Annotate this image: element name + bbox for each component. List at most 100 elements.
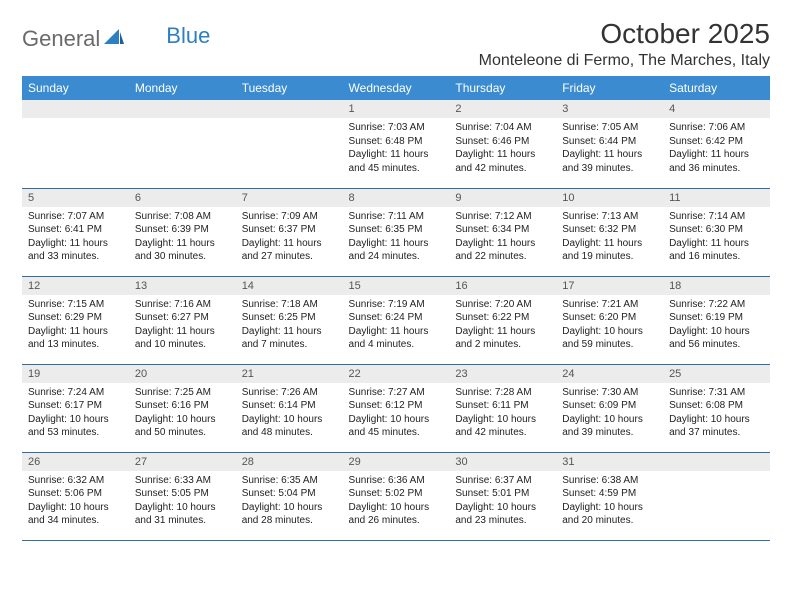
sunrise-line: Sunrise: 7:18 AM xyxy=(242,298,337,312)
day-number: 10 xyxy=(556,189,663,207)
day-details: Sunrise: 7:05 AMSunset: 6:44 PMDaylight:… xyxy=(556,118,663,179)
day-details: Sunrise: 7:03 AMSunset: 6:48 PMDaylight:… xyxy=(343,118,450,179)
daylight-line: Daylight: 10 hours and 45 minutes. xyxy=(349,413,444,440)
weekday-header: Wednesday xyxy=(343,76,450,100)
calendar-head: SundayMondayTuesdayWednesdayThursdayFrid… xyxy=(22,76,770,100)
sunrise-line: Sunrise: 7:05 AM xyxy=(562,121,657,135)
weekday-header: Friday xyxy=(556,76,663,100)
calendar-cell: 27Sunrise: 6:33 AMSunset: 5:05 PMDayligh… xyxy=(129,452,236,540)
calendar-cell: 13Sunrise: 7:16 AMSunset: 6:27 PMDayligh… xyxy=(129,276,236,364)
sunrise-line: Sunrise: 7:04 AM xyxy=(455,121,550,135)
day-number: 3 xyxy=(556,100,663,118)
calendar-cell: 14Sunrise: 7:18 AMSunset: 6:25 PMDayligh… xyxy=(236,276,343,364)
sunrise-line: Sunrise: 7:31 AM xyxy=(669,386,764,400)
sunrise-line: Sunrise: 6:32 AM xyxy=(28,474,123,488)
day-details: Sunrise: 6:38 AMSunset: 4:59 PMDaylight:… xyxy=(556,471,663,532)
day-details: Sunrise: 7:12 AMSunset: 6:34 PMDaylight:… xyxy=(449,207,556,268)
daylight-line: Daylight: 11 hours and 30 minutes. xyxy=(135,237,230,264)
sunset-line: Sunset: 5:05 PM xyxy=(135,487,230,501)
daylight-line: Daylight: 10 hours and 28 minutes. xyxy=(242,501,337,528)
day-details: Sunrise: 6:35 AMSunset: 5:04 PMDaylight:… xyxy=(236,471,343,532)
sunset-line: Sunset: 6:12 PM xyxy=(349,399,444,413)
sunset-line: Sunset: 6:39 PM xyxy=(135,223,230,237)
day-details: Sunrise: 6:37 AMSunset: 5:01 PMDaylight:… xyxy=(449,471,556,532)
day-number: 16 xyxy=(449,277,556,295)
day-details: Sunrise: 7:18 AMSunset: 6:25 PMDaylight:… xyxy=(236,295,343,356)
day-number: 5 xyxy=(22,189,129,207)
daylight-line: Daylight: 11 hours and 45 minutes. xyxy=(349,148,444,175)
weekday-header: Thursday xyxy=(449,76,556,100)
daylight-line: Daylight: 10 hours and 59 minutes. xyxy=(562,325,657,352)
day-number: 1 xyxy=(343,100,450,118)
weekday-header: Saturday xyxy=(663,76,770,100)
daylight-line: Daylight: 11 hours and 42 minutes. xyxy=(455,148,550,175)
day-number: 11 xyxy=(663,189,770,207)
day-number: 18 xyxy=(663,277,770,295)
day-number: 28 xyxy=(236,453,343,471)
calendar-cell: 11Sunrise: 7:14 AMSunset: 6:30 PMDayligh… xyxy=(663,188,770,276)
daylight-line: Daylight: 11 hours and 19 minutes. xyxy=(562,237,657,264)
sunrise-line: Sunrise: 7:25 AM xyxy=(135,386,230,400)
day-number: 2 xyxy=(449,100,556,118)
calendar-row: 26Sunrise: 6:32 AMSunset: 5:06 PMDayligh… xyxy=(22,452,770,540)
calendar-row: 12Sunrise: 7:15 AMSunset: 6:29 PMDayligh… xyxy=(22,276,770,364)
day-number: 19 xyxy=(22,365,129,383)
sunset-line: Sunset: 6:27 PM xyxy=(135,311,230,325)
sunset-line: Sunset: 6:48 PM xyxy=(349,135,444,149)
day-number: 9 xyxy=(449,189,556,207)
sunrise-line: Sunrise: 6:38 AM xyxy=(562,474,657,488)
day-details: Sunrise: 7:30 AMSunset: 6:09 PMDaylight:… xyxy=(556,383,663,444)
sunset-line: Sunset: 6:29 PM xyxy=(28,311,123,325)
day-details: Sunrise: 7:06 AMSunset: 6:42 PMDaylight:… xyxy=(663,118,770,179)
sunrise-line: Sunrise: 6:33 AM xyxy=(135,474,230,488)
sunset-line: Sunset: 6:08 PM xyxy=(669,399,764,413)
sunset-line: Sunset: 6:41 PM xyxy=(28,223,123,237)
sunrise-line: Sunrise: 7:20 AM xyxy=(455,298,550,312)
sunrise-line: Sunrise: 7:28 AM xyxy=(455,386,550,400)
sunrise-line: Sunrise: 7:16 AM xyxy=(135,298,230,312)
calendar-cell: 20Sunrise: 7:25 AMSunset: 6:16 PMDayligh… xyxy=(129,364,236,452)
calendar-cell: 2Sunrise: 7:04 AMSunset: 6:46 PMDaylight… xyxy=(449,100,556,188)
day-number: 13 xyxy=(129,277,236,295)
calendar-cell: 6Sunrise: 7:08 AMSunset: 6:39 PMDaylight… xyxy=(129,188,236,276)
calendar-cell: 25Sunrise: 7:31 AMSunset: 6:08 PMDayligh… xyxy=(663,364,770,452)
sunrise-line: Sunrise: 7:19 AM xyxy=(349,298,444,312)
month-title: October 2025 xyxy=(479,18,770,50)
daylight-line: Daylight: 10 hours and 37 minutes. xyxy=(669,413,764,440)
sunrise-line: Sunrise: 7:03 AM xyxy=(349,121,444,135)
sunrise-line: Sunrise: 7:22 AM xyxy=(669,298,764,312)
sunset-line: Sunset: 6:32 PM xyxy=(562,223,657,237)
sunrise-line: Sunrise: 7:26 AM xyxy=(242,386,337,400)
day-details: Sunrise: 7:20 AMSunset: 6:22 PMDaylight:… xyxy=(449,295,556,356)
day-details: Sunrise: 7:28 AMSunset: 6:11 PMDaylight:… xyxy=(449,383,556,444)
day-number: 7 xyxy=(236,189,343,207)
calendar-cell: 30Sunrise: 6:37 AMSunset: 5:01 PMDayligh… xyxy=(449,452,556,540)
sunrise-line: Sunrise: 7:27 AM xyxy=(349,386,444,400)
sunrise-line: Sunrise: 7:30 AM xyxy=(562,386,657,400)
sunrise-line: Sunrise: 6:36 AM xyxy=(349,474,444,488)
sunrise-line: Sunrise: 7:21 AM xyxy=(562,298,657,312)
calendar-cell: 28Sunrise: 6:35 AMSunset: 5:04 PMDayligh… xyxy=(236,452,343,540)
calendar-cell: 7Sunrise: 7:09 AMSunset: 6:37 PMDaylight… xyxy=(236,188,343,276)
day-number: 14 xyxy=(236,277,343,295)
day-details: Sunrise: 7:08 AMSunset: 6:39 PMDaylight:… xyxy=(129,207,236,268)
brand-part2: Blue xyxy=(166,23,210,49)
daylight-line: Daylight: 11 hours and 27 minutes. xyxy=(242,237,337,264)
day-number: 12 xyxy=(22,277,129,295)
daylight-line: Daylight: 10 hours and 31 minutes. xyxy=(135,501,230,528)
day-details: Sunrise: 6:33 AMSunset: 5:05 PMDaylight:… xyxy=(129,471,236,532)
calendar-cell: 29Sunrise: 6:36 AMSunset: 5:02 PMDayligh… xyxy=(343,452,450,540)
calendar-table: SundayMondayTuesdayWednesdayThursdayFrid… xyxy=(22,76,770,541)
daylight-line: Daylight: 10 hours and 26 minutes. xyxy=(349,501,444,528)
sunrise-line: Sunrise: 7:14 AM xyxy=(669,210,764,224)
sunrise-line: Sunrise: 7:12 AM xyxy=(455,210,550,224)
brand-logo: General Blue xyxy=(22,18,210,52)
day-details: Sunrise: 7:21 AMSunset: 6:20 PMDaylight:… xyxy=(556,295,663,356)
brand-part1: General xyxy=(22,26,100,52)
daylight-line: Daylight: 10 hours and 23 minutes. xyxy=(455,501,550,528)
day-number: 20 xyxy=(129,365,236,383)
sunset-line: Sunset: 6:34 PM xyxy=(455,223,550,237)
day-number: 22 xyxy=(343,365,450,383)
sunset-line: Sunset: 5:06 PM xyxy=(28,487,123,501)
daylight-line: Daylight: 10 hours and 56 minutes. xyxy=(669,325,764,352)
